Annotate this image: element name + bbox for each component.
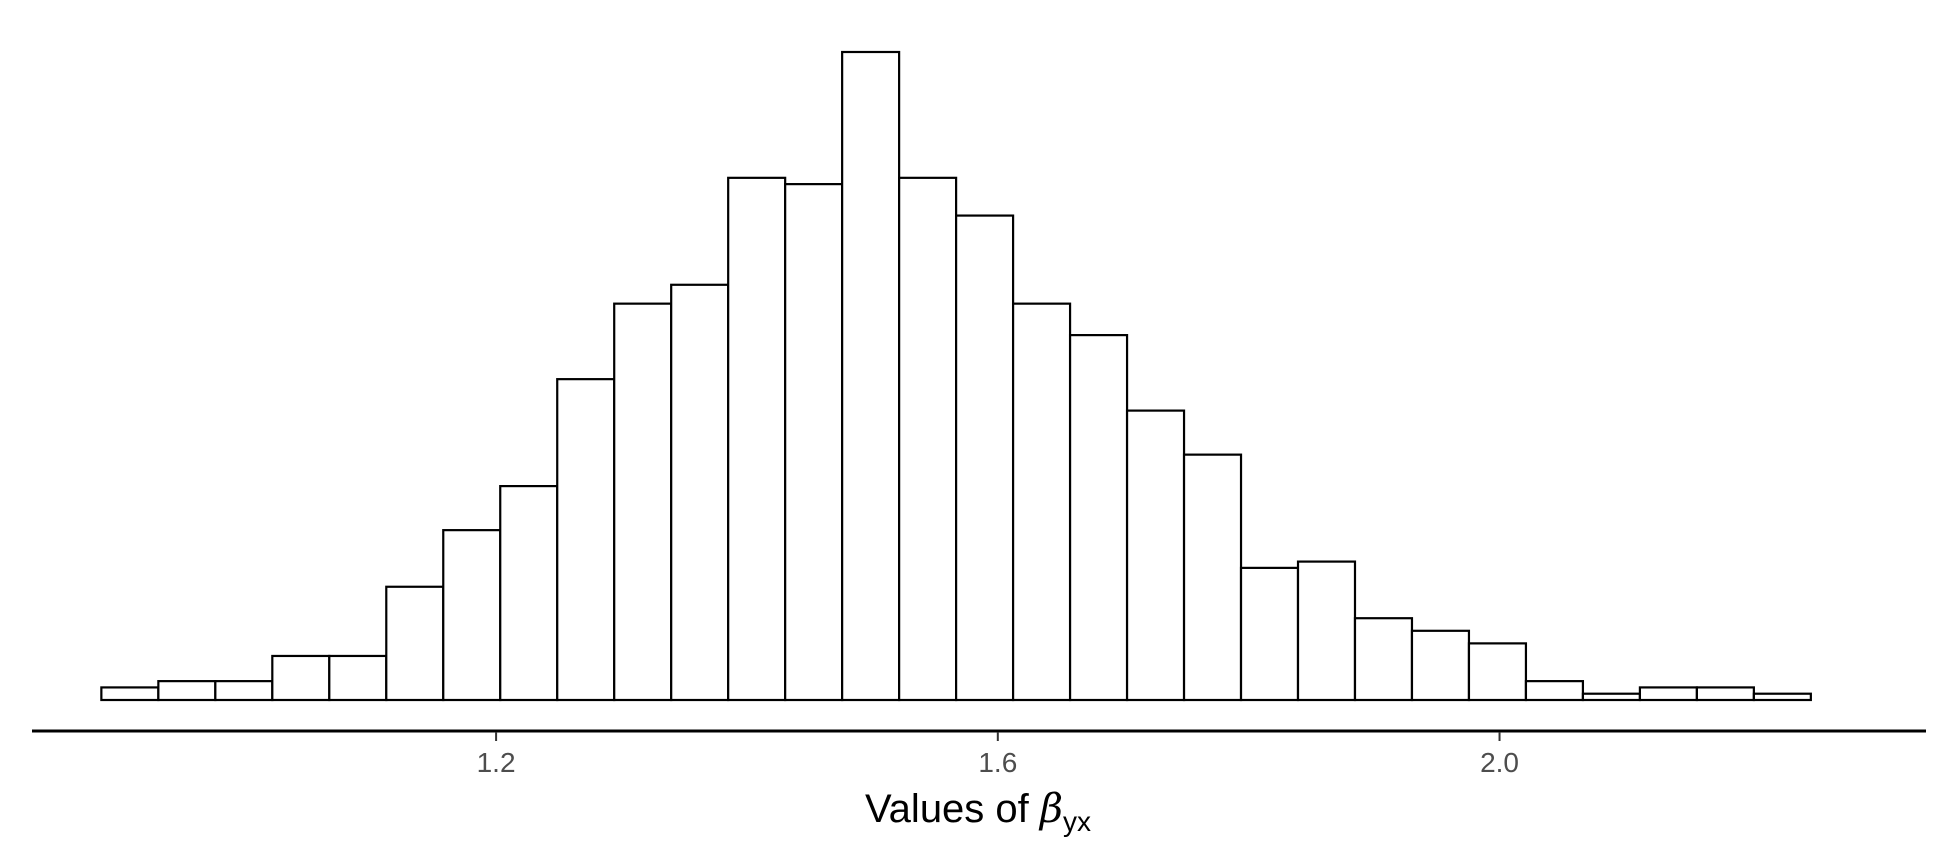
histogram-bar [1353,617,1414,702]
histogram-bar [1638,686,1698,702]
histogram-bar [1752,692,1812,702]
histogram-bar [1410,629,1471,702]
histogram-bar [1695,686,1755,702]
histogram-bar [613,302,673,702]
histogram-bar [1011,302,1072,702]
x-axis-title-subscript: yx [1063,806,1091,837]
histogram-bar [784,183,844,702]
histogram-bar [1182,453,1243,702]
histogram-bar [556,378,616,702]
histogram-bars [100,50,1812,702]
x-axis-title: Values of βyx [865,786,1091,837]
x-axis-title-symbol: β [1038,786,1063,832]
histogram-bar [727,176,787,702]
histogram-bar [214,680,274,702]
histogram-bar [328,654,388,702]
x-tick-label: 2.0 [1480,747,1519,778]
x-tick-label: 1.2 [477,747,516,778]
histogram-bar [670,283,730,702]
histogram-bar [1581,692,1642,702]
histogram-bar [100,686,160,702]
histogram-bar [271,654,331,702]
histogram-bar [1467,642,1528,702]
histogram-bar [1239,566,1300,702]
histogram-bar [499,485,559,702]
x-tick-label: 1.6 [978,747,1017,778]
histogram-bar [1524,680,1585,702]
histogram-bar [841,50,901,702]
histogram-bar [1296,560,1357,702]
histogram-bar [1125,409,1186,702]
histogram-bar [442,529,502,702]
histogram-bar [385,585,445,702]
x-axis-title-prefix: Values of [865,787,1040,831]
histogram-bar [1068,334,1129,702]
histogram-bar [955,214,1015,702]
histogram-bar [157,680,217,702]
x-axis-ticks: 1.2 1.6 2.0 [477,732,1519,778]
histogram-bar [898,176,958,702]
